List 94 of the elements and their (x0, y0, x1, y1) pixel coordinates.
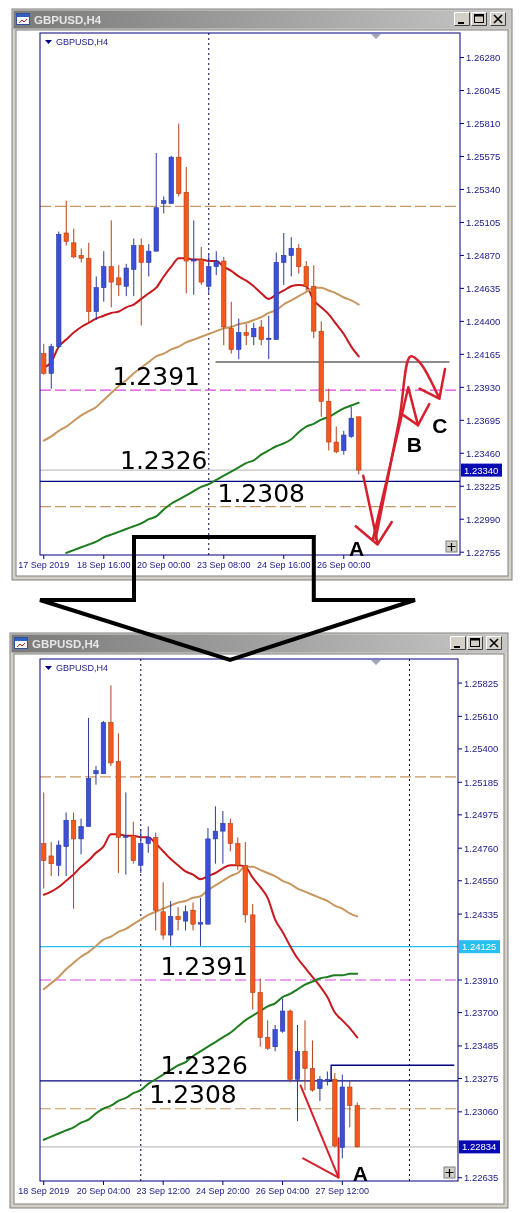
x-tick-label: 26 Sep 00:00 (316, 560, 371, 570)
candlestick (265, 1019, 271, 1051)
y-tick-label: 1.24165 (466, 348, 501, 360)
y-tick-label: 1.23225 (466, 480, 501, 492)
line-series (42, 865, 359, 991)
line-series (42, 286, 360, 442)
y-tick-label: 1.24335 (464, 908, 499, 920)
candlestick (160, 881, 166, 941)
y-tick-label: 1.24400 (466, 315, 501, 327)
y-tick-label: 1.22990 (466, 513, 501, 525)
y-tick-label: 1.23060 (464, 1106, 499, 1118)
x-tick-label: 18 Sep 16:00 (76, 560, 131, 570)
x-tick-label: 26 Sep 04:00 (255, 1186, 310, 1196)
candlestick (71, 812, 77, 910)
candlestick (302, 1019, 308, 1091)
y-tick-label: 1.25340 (466, 183, 501, 195)
candlestick (197, 897, 204, 947)
x-tick-label: 18 Sep 2019 (18, 1186, 70, 1196)
chart-title: GBPUSD,H4 (34, 14, 102, 26)
annotation: A (352, 1162, 368, 1186)
candlestick (63, 200, 69, 247)
y-tick-label: 1.25810 (466, 118, 501, 130)
candlestick (243, 323, 249, 346)
candlestick (168, 900, 174, 947)
y-tick-label: 1.24870 (466, 249, 501, 261)
y-tick-label: 1.24635 (466, 282, 501, 294)
candlestick (93, 765, 99, 786)
y-tick-label: 1.23695 (466, 414, 501, 426)
y-tick-label: 1.23485 (464, 1040, 499, 1052)
y-tick-label: 1.25185 (464, 776, 499, 788)
candlestick (138, 238, 144, 327)
candlestick (258, 319, 264, 346)
candlestick (212, 805, 218, 865)
annotation: C (432, 413, 448, 437)
candlestick (309, 1040, 315, 1093)
line-series (42, 833, 359, 1039)
x-tick-label: 20 Sep 00:00 (136, 560, 191, 570)
y-tick-label: 1.23275 (464, 1072, 499, 1084)
x-tick-label: 20 Sep 04:00 (76, 1186, 131, 1196)
candlestick (227, 818, 233, 852)
y-tick-label: 1.26045 (466, 85, 501, 97)
x-tick-label: 17 Sep 2019 (18, 560, 70, 570)
x-tick-label: 24 Sep 16:00 (256, 560, 311, 570)
candlestick (183, 905, 189, 931)
annotation: B (406, 433, 422, 457)
candlestick (116, 264, 122, 297)
candlestick (220, 810, 226, 865)
y-tick-label: 1.25400 (464, 743, 499, 755)
y-tick-label: 1.24550 (464, 875, 499, 887)
x-tick-label: 23 Sep 08:00 (196, 560, 251, 570)
annotation: 1.2308 (149, 1080, 237, 1110)
chart-subtitle: GBPUSD,H4 (56, 663, 109, 673)
candlestick (228, 301, 234, 355)
candlestick (93, 275, 99, 321)
ref-line-label: 1.23340 (464, 464, 499, 476)
y-tick-label: 1.23460 (466, 447, 501, 459)
y-tick-label: 1.22635 (464, 1172, 499, 1184)
chart-subtitle: GBPUSD,H4 (56, 37, 109, 47)
annotation: 1.2326 (119, 445, 208, 475)
candlestick (78, 818, 84, 855)
x-tick-label: 23 Sep 12:00 (136, 1186, 190, 1196)
annotation: 1.2391 (160, 951, 248, 981)
y-tick-label: 1.24760 (464, 842, 499, 854)
y-tick-label: 1.26280 (466, 52, 501, 64)
y-tick-label: 1.24975 (464, 809, 499, 821)
candlestick (41, 343, 47, 376)
ref-line-label: 1.22834 (462, 1141, 497, 1153)
chart-title: GBPUSD,H4 (32, 638, 100, 650)
candlestick (101, 250, 107, 303)
ref-line-label: 1.24125 (462, 941, 497, 953)
candlestick (236, 318, 242, 360)
candlestick (123, 263, 129, 297)
x-tick-label: 27 Sep 12:00 (315, 1186, 370, 1196)
x-tick-label: 24 Sep 20:00 (196, 1186, 250, 1196)
y-tick-label: 1.25610 (464, 710, 499, 722)
candlestick (123, 791, 129, 876)
candlestick (272, 1024, 278, 1052)
y-tick-label: 1.22755 (466, 546, 501, 558)
candlestick (251, 322, 257, 346)
candlestick (131, 238, 137, 297)
candlestick (198, 246, 204, 286)
candlestick (280, 998, 286, 1034)
y-tick-label: 1.25575 (466, 150, 501, 162)
annotation: A (348, 537, 365, 561)
candlestick (191, 219, 197, 296)
candlestick (108, 219, 114, 308)
y-tick-label: 1.23910 (464, 974, 499, 986)
y-tick-label: 1.25825 (464, 677, 499, 689)
candlestick (190, 901, 196, 931)
candlestick (175, 906, 181, 931)
y-tick-label: 1.23930 (466, 381, 501, 393)
y-tick-label: 1.23700 (464, 1007, 499, 1019)
y-tick-label: 1.25105 (466, 216, 501, 228)
annotation: 1.2308 (217, 479, 305, 509)
